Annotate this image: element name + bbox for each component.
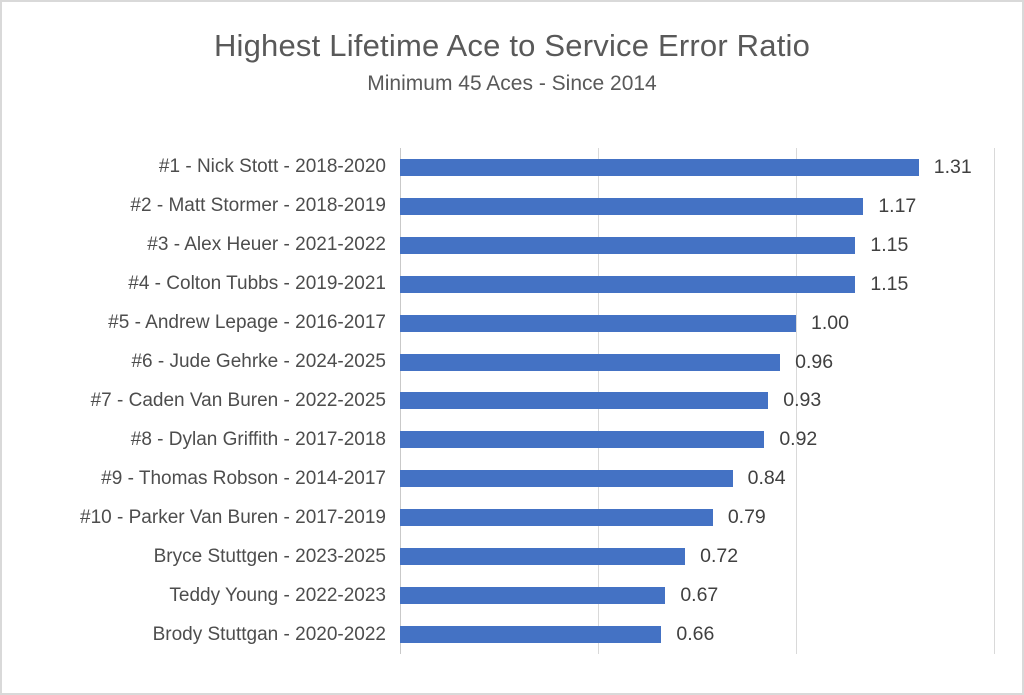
bar-track: 1.15 [400,265,994,304]
bar-row: #8 - Dylan Griffith - 2017-2018 0.92 [2,420,1022,459]
value-label: 1.00 [811,311,849,334]
bar-track: 0.92 [400,420,994,459]
value-label: 1.17 [878,194,917,217]
value-label: 0.79 [727,506,766,529]
value-label: 1.31 [933,155,972,178]
bar-row: #1 - Nick Stott - 2018-2020 1.31 [2,148,1022,187]
bar[interactable] [400,314,796,332]
bar[interactable] [400,548,686,566]
value-label: 0.84 [747,467,786,490]
bar-row: #6 - Jude Gehrke - 2024-2025 0.96 [2,343,1022,382]
bar-row: #5 - Andrew Lepage - 2016-2017 1.00 [2,304,1022,343]
category-label: #9 - Thomas Robson - 2014-2017 [101,467,386,489]
bar-track: 0.72 [400,537,994,576]
bar-row: Teddy Young - 2022-2023 0.67 [2,576,1022,615]
category-label: Teddy Young - 2022-2023 [169,584,386,606]
bar[interactable] [400,197,864,215]
bar[interactable] [400,626,662,644]
category-label: Bryce Stuttgen - 2023-2025 [153,545,386,567]
bar-row: #4 - Colton Tubbs - 2019-2021 1.15 [2,265,1022,304]
bar-row: #2 - Matt Stormer - 2018-2019 1.17 [2,187,1022,226]
category-label: #8 - Dylan Griffith - 2017-2018 [130,428,386,450]
bar[interactable] [400,431,765,449]
bar-track: 1.00 [400,304,994,343]
bar[interactable] [400,236,856,254]
value-label: 0.96 [795,350,834,373]
bar-row: Bryce Stuttgen - 2023-2025 0.72 [2,537,1022,576]
bar-track: 0.66 [400,615,994,654]
value-label: 1.15 [870,272,909,295]
bar-track: 0.84 [400,459,994,498]
category-label: #6 - Jude Gehrke - 2024-2025 [131,351,386,373]
value-label: 0.72 [700,545,739,568]
bar-row: #7 - Caden Van Buren - 2022-2025 0.93 [2,382,1022,421]
bar-track: 1.15 [400,226,994,265]
category-label: #7 - Caden Van Buren - 2022-2025 [90,389,386,411]
chart-title: Highest Lifetime Ace to Service Error Ra… [213,28,811,63]
category-label: #5 - Andrew Lepage - 2016-2017 [108,312,386,334]
category-label: #10 - Parker Van Buren - 2017-2019 [80,506,386,528]
bar[interactable] [400,392,769,410]
bar[interactable] [400,353,781,371]
bar-track: 1.31 [400,148,994,187]
bar-chart: #1 - Nick Stott - 2018-2020 1.31 #2 - Matt… [2,148,1022,654]
bar-row: #10 - Parker Van Buren - 2017-2019 0.79 [2,498,1022,537]
bar-track: 0.79 [400,498,994,537]
bar[interactable] [400,470,733,488]
category-label: Brody Stuttgan - 2020-2022 [152,623,386,645]
category-label: #3 - Alex Heuer - 2021-2022 [147,234,386,256]
bar-row: #3 - Alex Heuer - 2021-2022 1.15 [2,226,1022,265]
bar[interactable] [400,275,856,293]
value-label: 0.67 [680,584,719,607]
bar-rows: #1 - Nick Stott - 2018-2020 1.31 #2 - Matt… [2,148,1022,654]
bar-track: 0.67 [400,576,994,615]
value-label: 0.92 [779,428,818,451]
bar-track: 0.96 [400,343,994,382]
bar[interactable] [400,509,713,527]
value-label: 0.66 [676,623,715,646]
category-label: #2 - Matt Stormer - 2018-2019 [130,195,386,217]
value-label: 1.15 [870,233,909,256]
bar-row: Brody Stuttgan - 2020-2022 0.66 [2,615,1022,654]
bar[interactable] [400,158,919,176]
bar[interactable] [400,587,666,605]
category-label: #1 - Nick Stott - 2018-2020 [158,156,386,178]
gridline [796,148,797,654]
chart-subtitle: Minimum 45 Aces - Since 2014 [367,72,657,95]
bar-track: 0.93 [400,382,994,421]
bar-track: 1.17 [400,187,994,226]
bar-row: #9 - Thomas Robson - 2014-2017 0.84 [2,459,1022,498]
value-label: 0.93 [783,389,822,412]
category-label: #4 - Colton Tubbs - 2019-2021 [128,273,386,295]
gridline [994,148,995,654]
